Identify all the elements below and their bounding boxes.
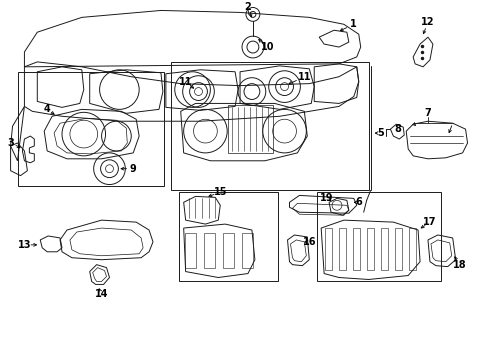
Bar xyxy=(184,233,195,267)
Text: 12: 12 xyxy=(420,17,434,27)
Bar xyxy=(178,193,277,282)
Text: 18: 18 xyxy=(452,260,466,270)
Bar xyxy=(317,193,440,282)
Text: 10: 10 xyxy=(261,42,274,52)
Bar xyxy=(408,228,415,270)
Text: 8: 8 xyxy=(394,124,401,134)
Bar xyxy=(352,228,359,270)
Text: 1: 1 xyxy=(350,19,356,29)
Text: 4: 4 xyxy=(44,104,50,114)
Text: 9: 9 xyxy=(130,164,136,174)
Text: 11: 11 xyxy=(297,72,310,82)
Text: 2: 2 xyxy=(244,3,251,13)
Text: 3: 3 xyxy=(7,138,14,148)
Text: 5: 5 xyxy=(376,128,383,138)
Bar xyxy=(203,233,214,267)
Text: 19: 19 xyxy=(320,193,333,203)
Bar xyxy=(380,228,387,270)
Text: 14: 14 xyxy=(95,289,108,299)
Text: 11: 11 xyxy=(179,77,192,87)
Text: 16: 16 xyxy=(302,237,315,247)
Bar xyxy=(223,233,233,267)
Bar xyxy=(339,228,346,270)
Bar xyxy=(242,233,252,267)
Text: 15: 15 xyxy=(213,188,226,197)
Bar xyxy=(228,105,272,153)
Bar xyxy=(18,72,163,185)
Bar xyxy=(170,62,368,190)
Text: 17: 17 xyxy=(422,217,436,227)
Bar xyxy=(325,228,331,270)
Text: 13: 13 xyxy=(18,240,31,250)
Bar xyxy=(394,228,401,270)
Bar xyxy=(366,228,373,270)
Text: 6: 6 xyxy=(355,197,362,207)
Text: 7: 7 xyxy=(424,108,430,118)
